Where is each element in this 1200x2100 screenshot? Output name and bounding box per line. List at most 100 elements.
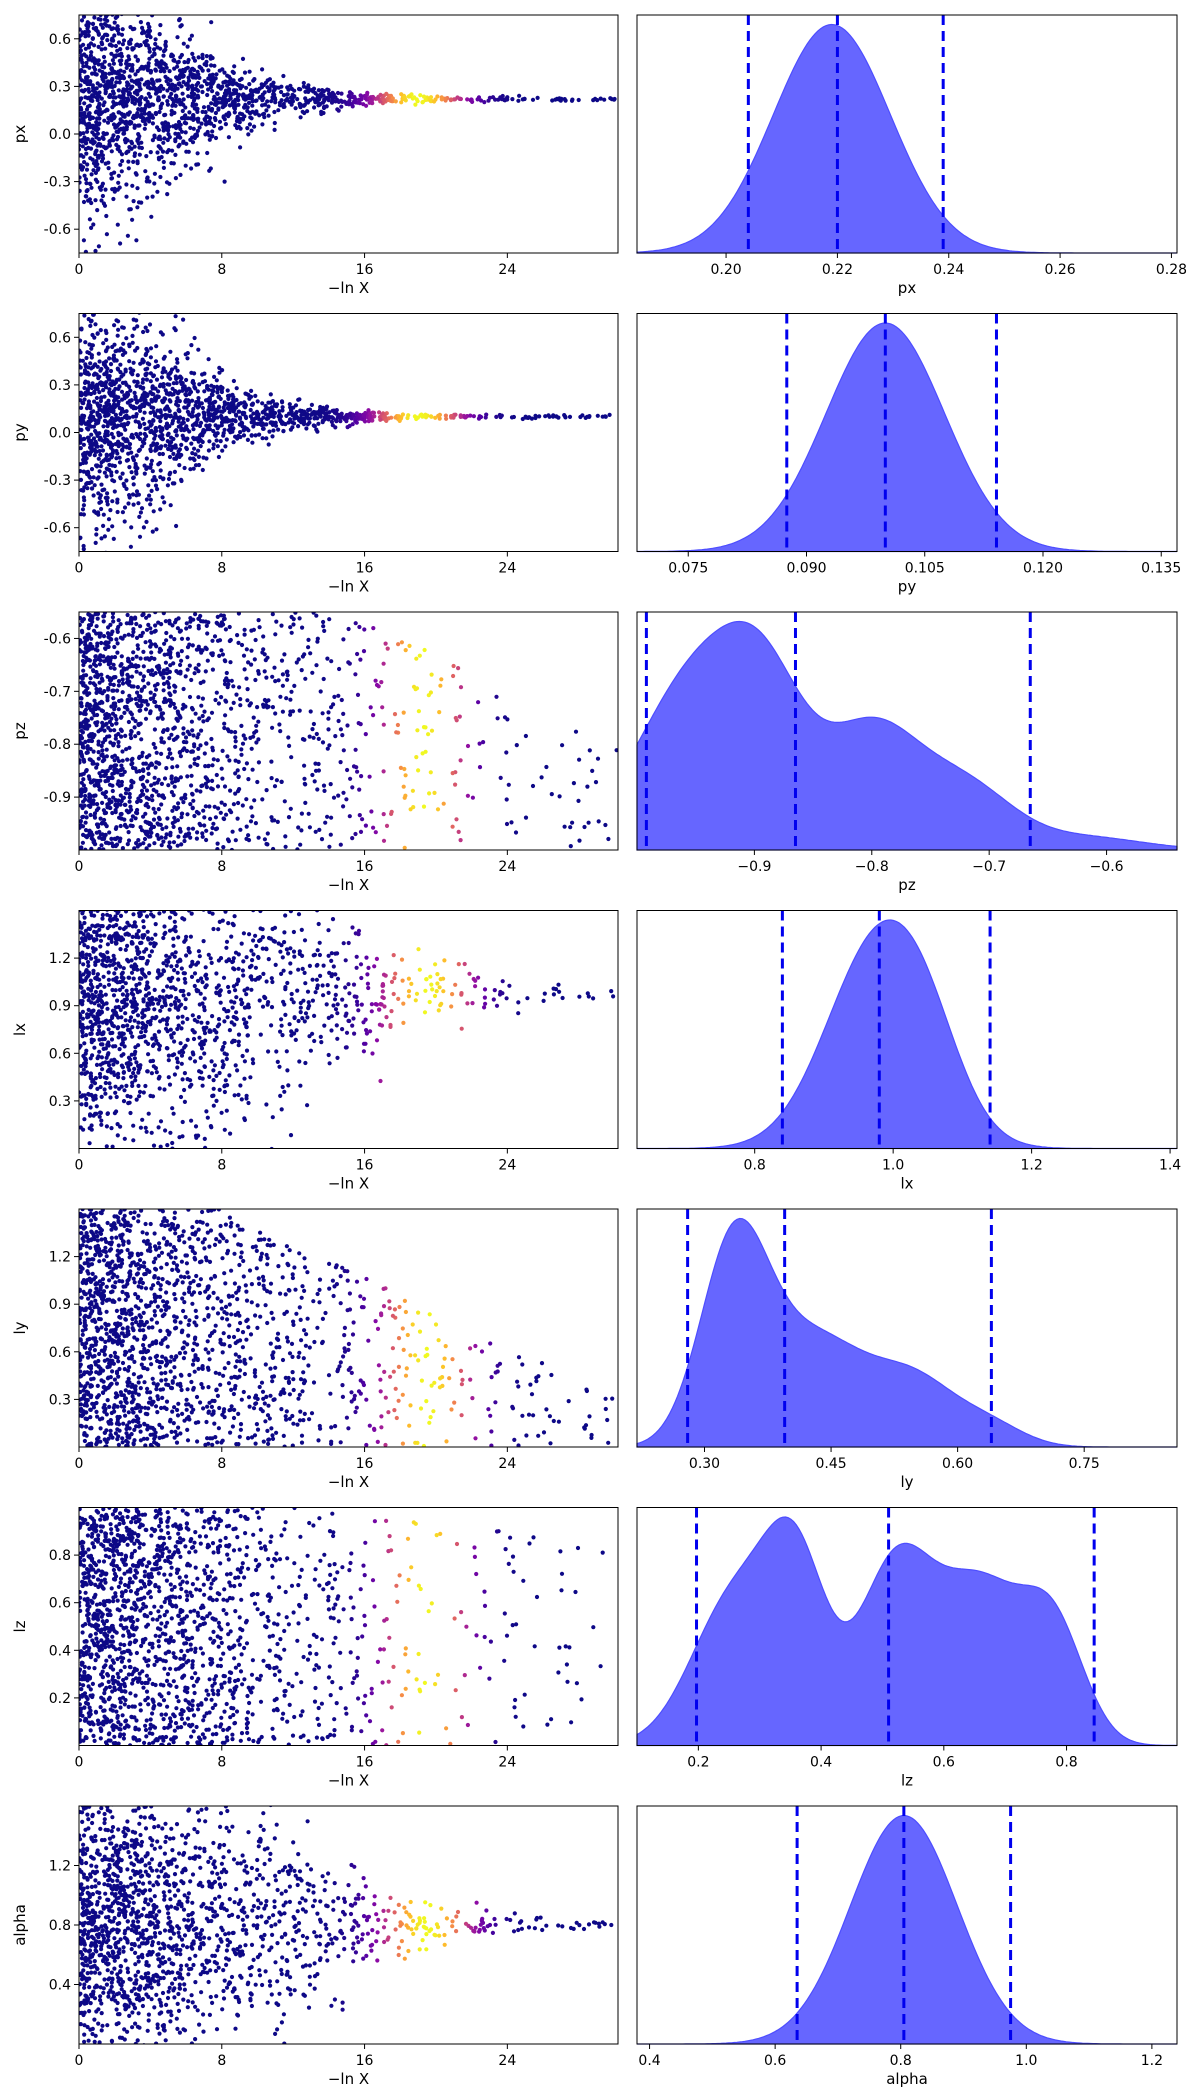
trace-point [287, 743, 292, 749]
trace-point [126, 838, 132, 843]
trace-point [164, 65, 169, 70]
trace-point [152, 133, 157, 138]
trace-point [99, 396, 104, 401]
trace-point [107, 467, 112, 472]
trace-point [353, 831, 358, 837]
trace-point [100, 759, 105, 764]
trace-point [413, 102, 418, 107]
trace-point [79, 131, 83, 136]
trace-point [91, 409, 96, 414]
trace-point [163, 44, 168, 49]
trace-point [311, 409, 316, 415]
trace-point [177, 447, 182, 452]
trace-point [222, 682, 228, 687]
trace-point [549, 792, 554, 797]
trace-point [120, 27, 125, 32]
trace-point [142, 398, 147, 403]
trace-point [82, 101, 87, 106]
trace-point [366, 408, 371, 413]
trace-point [244, 824, 249, 829]
trace-point [116, 327, 121, 332]
trace-point [353, 418, 358, 424]
trace-point [79, 180, 82, 185]
trace-point [140, 444, 145, 449]
trace-point [185, 417, 190, 422]
trace-point [286, 420, 291, 425]
trace-point [261, 634, 266, 639]
trace-point [214, 438, 219, 443]
trace-point [151, 373, 156, 378]
trace-point [120, 681, 126, 686]
trace-point [486, 98, 491, 103]
trace-point [104, 721, 109, 727]
trace-point [299, 420, 304, 425]
trace-point [207, 404, 212, 409]
trace-point [100, 748, 105, 753]
trace-point [144, 615, 149, 620]
trace-point [261, 426, 266, 431]
trace-point [156, 761, 161, 766]
trace-point [140, 115, 145, 121]
trace-point [99, 96, 104, 101]
trace-point [104, 330, 109, 336]
trace-xtick-label: 8 [217, 561, 226, 577]
trace-point [131, 406, 136, 411]
trace-point [137, 514, 142, 520]
trace-point [128, 25, 133, 30]
trace-point [202, 429, 207, 434]
trace-point [86, 124, 91, 129]
trace-point [209, 710, 215, 715]
trace-point [97, 771, 102, 776]
trace-point [139, 107, 144, 112]
trace-point [117, 406, 122, 411]
trace-point [143, 640, 148, 645]
trace-point [338, 842, 343, 847]
trace-point [101, 512, 106, 517]
trace-point [178, 55, 183, 60]
trace-point [189, 166, 194, 171]
trace-point [244, 676, 249, 681]
trace-point [338, 419, 343, 424]
trace-point [204, 418, 209, 423]
trace-point [88, 832, 93, 837]
trace-point [153, 623, 158, 628]
trace-point [151, 787, 156, 793]
trace-point [79, 819, 83, 824]
trace-point [253, 637, 258, 643]
trace-point [261, 96, 266, 101]
trace-point [129, 525, 134, 530]
trace-point [219, 695, 224, 700]
trace-point [81, 503, 86, 508]
trace-point [107, 402, 112, 407]
trace-point [185, 60, 190, 65]
trace-point [161, 688, 166, 693]
trace-point [125, 707, 130, 712]
trace-point [306, 645, 311, 650]
trace-point [154, 377, 160, 382]
trace-point [192, 757, 197, 762]
trace-point [175, 396, 180, 401]
trace-point [530, 783, 536, 789]
trace-point [93, 110, 98, 115]
trace-point [81, 452, 86, 457]
trace-point [93, 127, 98, 132]
trace-point [109, 716, 114, 721]
trace-point [122, 483, 127, 489]
trace-point [132, 79, 137, 84]
trace-point [137, 97, 143, 102]
trace-point [229, 678, 234, 683]
trace-point [129, 674, 135, 679]
trace-point [129, 684, 134, 689]
trace-point [245, 437, 250, 442]
trace-point [139, 788, 145, 793]
trace-point [312, 97, 317, 103]
trace-point [89, 172, 94, 177]
trace-point [222, 427, 227, 432]
trace-point [111, 675, 117, 680]
trace-point [84, 181, 89, 186]
trace-point [80, 730, 85, 735]
trace-point [399, 100, 404, 105]
trace-point [222, 179, 227, 184]
trace-point [117, 384, 122, 389]
trace-point [221, 617, 227, 622]
